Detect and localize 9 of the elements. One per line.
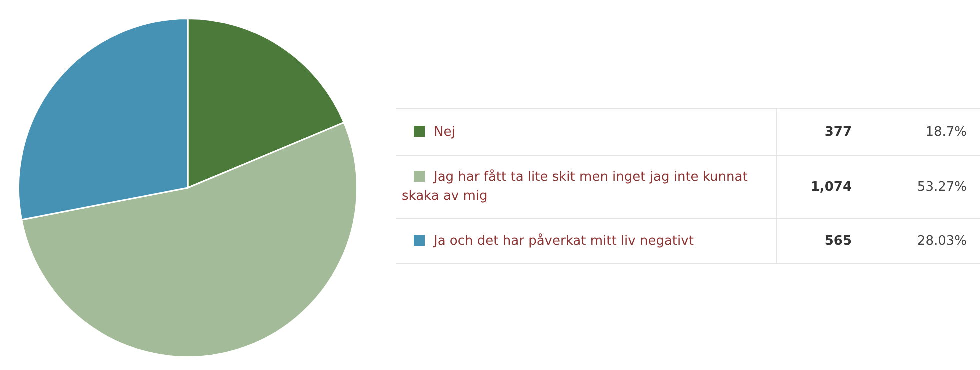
- text: 28.03%: [916, 234, 967, 248]
- text: 53.27%: [916, 180, 967, 194]
- legend-label: Jag har fått ta lite skit men inget jag inte kunnat skaka av mig: [401, 168, 749, 206]
- data-label: 565: [776, 219, 852, 263]
- text: 18.7%: [924, 124, 967, 140]
- data-label: 377: [776, 109, 852, 155]
- legend-label: Nej: [433, 124, 456, 142]
- legend-label: Ja och det har påverkat mitt liv negativt: [432, 232, 695, 250]
- data-label: 1,074: [776, 156, 852, 218]
